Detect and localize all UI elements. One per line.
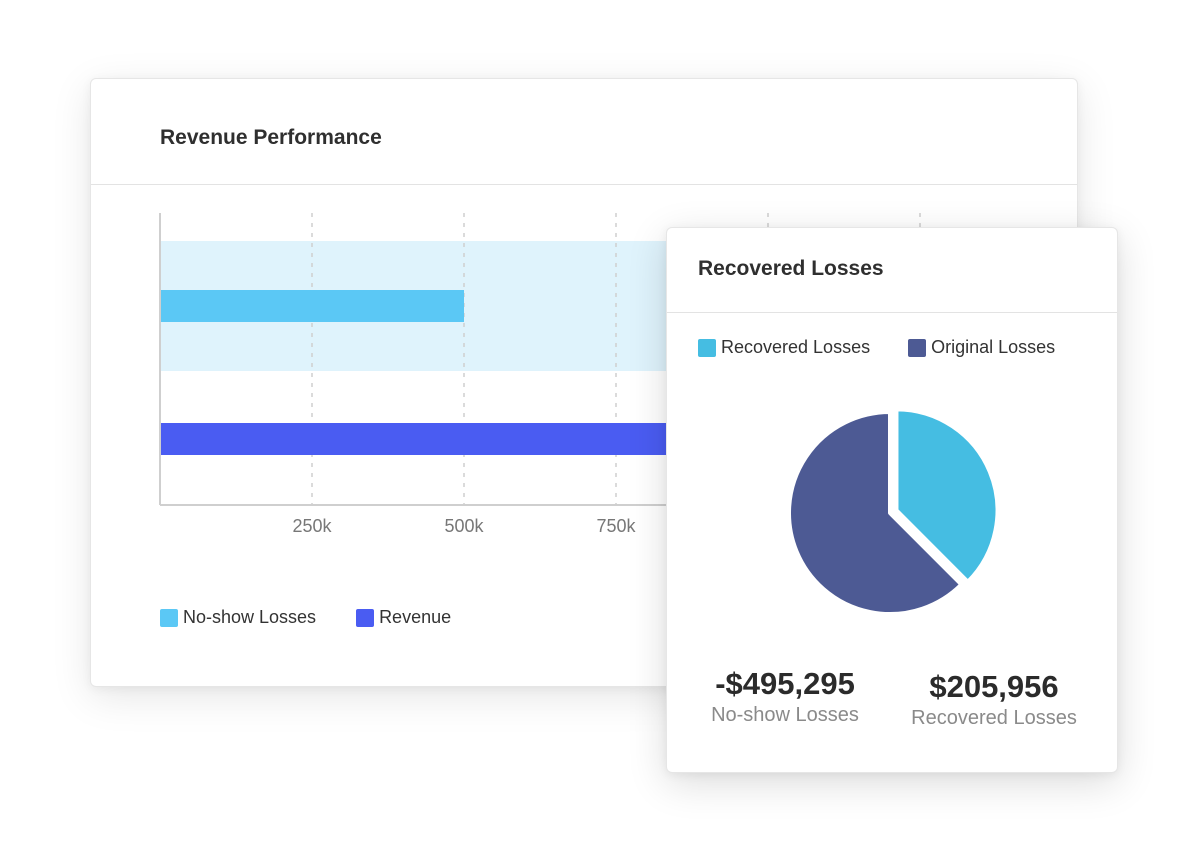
legend-swatch-recovered	[698, 338, 716, 357]
revenue-card-header: Revenue Performance	[91, 79, 1077, 185]
pie-slice-recovered-losses	[894, 407, 1000, 584]
recovered-losses-label: Recovered Losses	[911, 707, 1077, 729]
x-tick-label-1: 500k	[444, 516, 484, 536]
legend-label-recovered: Recovered Losses	[721, 337, 871, 357]
recovered-losses-card: Recovered Losses Recovered Losses Origin…	[666, 227, 1118, 773]
revenue-legend: No-show Losses Revenue	[160, 607, 491, 628]
losses-legend: Recovered Losses Original Losses	[698, 337, 1093, 358]
legend-item-recovered-losses: Recovered Losses	[698, 337, 870, 358]
bar-no-show-losses	[160, 290, 464, 322]
legend-item-revenue: Revenue	[356, 607, 451, 628]
losses-card-header: Recovered Losses	[667, 228, 1117, 313]
losses-pie-chart	[787, 407, 1000, 616]
noshow-losses-label: No-show Losses	[711, 704, 859, 726]
legend-item-original-losses: Original Losses	[908, 337, 1055, 358]
pie-slice-original-losses	[787, 410, 964, 616]
legend-swatch-original	[908, 338, 927, 357]
legend-item-noshow-losses: No-show Losses	[160, 607, 316, 628]
legend-label-noshow: No-show Losses	[183, 607, 317, 627]
legend-swatch-noshow	[160, 608, 178, 627]
x-tick-label-2: 750k	[596, 516, 636, 536]
revenue-card-title: Revenue Performance	[160, 126, 382, 149]
losses-card-title: Recovered Losses	[698, 257, 884, 280]
recovered-losses-stat: $205,956 Recovered Losses	[899, 669, 1089, 730]
noshow-losses-value: -$495,295	[715, 666, 855, 701]
recovered-losses-value: $205,956	[929, 669, 1059, 704]
legend-label-original: Original Losses	[931, 337, 1056, 357]
noshow-losses-stat: -$495,295 No-show Losses	[697, 666, 873, 727]
legend-label-revenue: Revenue	[379, 607, 452, 627]
x-tick-label-0: 250k	[292, 516, 332, 536]
legend-swatch-revenue	[356, 608, 375, 627]
